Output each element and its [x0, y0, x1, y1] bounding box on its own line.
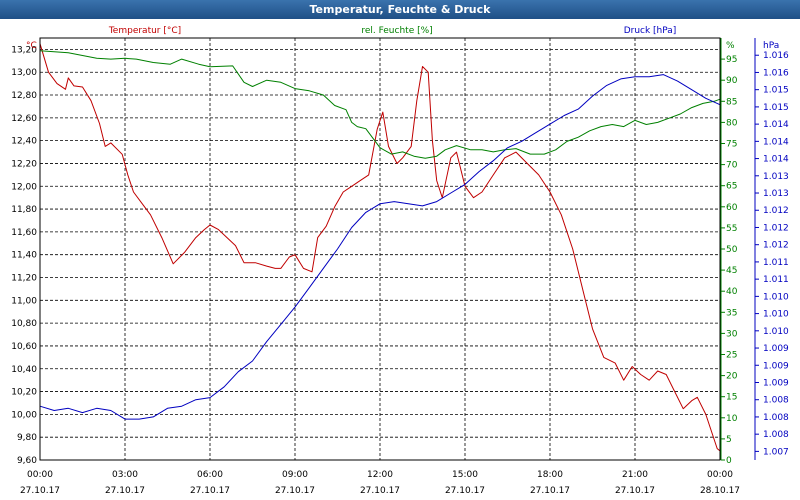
- x-tick-time: 00:00: [707, 470, 733, 480]
- pressure-tick-label: 1.012: [763, 206, 789, 216]
- pressure-tick-label: 1.014: [763, 137, 789, 147]
- pressure-tick-label: 1.008: [763, 430, 789, 440]
- humidity-tick-label: 80: [726, 118, 738, 128]
- pressure-tick-label: 1.012: [763, 241, 789, 251]
- pressure-tick-label: 1.007: [763, 447, 789, 457]
- pressure-axis-title: Druck [hPa]: [624, 26, 677, 36]
- pressure-tick-label: 1.008: [763, 396, 789, 406]
- humidity-tick-label: 25: [726, 351, 737, 361]
- x-tick-date: 27.10.17: [20, 486, 60, 496]
- pressure-tick-label: 1.010: [763, 310, 789, 320]
- series-layer: [39, 43, 721, 452]
- pressure-unit: hPa: [763, 41, 779, 51]
- temperature-tick-label: 10,40: [11, 365, 37, 375]
- temperature-tick-label: 12,00: [11, 182, 37, 192]
- grid-lines: [40, 38, 759, 461]
- temperature-tick-label: 11,80: [11, 205, 37, 215]
- humidity-tick-label: 50: [726, 245, 738, 255]
- x-tick-time: 15:00: [452, 470, 478, 480]
- humidity-tick-label: 60: [726, 203, 738, 213]
- temperature-tick-label: 11,60: [11, 228, 37, 238]
- pressure-tick-label: 1.015: [763, 103, 789, 113]
- humidity-tick-label: 35: [726, 308, 737, 318]
- x-tick-date: 27.10.17: [275, 486, 315, 496]
- pressure-tick-label: 1.010: [763, 292, 789, 302]
- temperature-axis-title: Temperatur [°C]: [108, 26, 181, 36]
- pressure-tick-label: 1.016: [763, 51, 789, 61]
- pressure-tick-label: 1.016: [763, 68, 789, 78]
- humidity-tick-label: 90: [726, 76, 738, 86]
- x-tick-date: 27.10.17: [530, 486, 570, 496]
- temperature-tick-label: 10,60: [11, 342, 37, 352]
- humidity-tick-label: 65: [726, 182, 737, 192]
- pressure-line: [39, 74, 721, 420]
- humidity-tick-label: 75: [726, 140, 737, 150]
- x-tick-date: 27.10.17: [190, 486, 230, 496]
- humidity-line: [39, 50, 721, 159]
- temperature-tick-label: 12,60: [11, 114, 37, 124]
- pressure-tick-label: 1.012: [763, 223, 789, 233]
- x-tick-time: 03:00: [112, 470, 138, 480]
- pressure-tick-label: 1.009: [763, 378, 789, 388]
- humidity-tick-label: 20: [726, 372, 738, 382]
- x-tick-date: 28.10.17: [700, 486, 740, 496]
- humidity-tick-label: 30: [726, 329, 738, 339]
- temperature-tick-label: 11,20: [11, 274, 37, 284]
- temperature-unit: °C: [26, 41, 37, 51]
- humidity-tick-label: 70: [726, 161, 738, 171]
- x-tick-time: 06:00: [197, 470, 223, 480]
- humidity-axis-title: rel. Feuchte [%]: [361, 26, 432, 36]
- temperature-tick-label: 12,40: [11, 137, 37, 147]
- humidity-tick-label: 40: [726, 287, 738, 297]
- humidity-unit: %: [726, 41, 735, 51]
- x-tick-time: 09:00: [282, 470, 308, 480]
- pressure-tick-label: 1.014: [763, 120, 789, 130]
- pressure-tick-label: 1.011: [763, 258, 789, 268]
- x-tick-time: 18:00: [537, 470, 563, 480]
- pressure-tick-label: 1.013: [763, 189, 789, 199]
- x-tick-date: 27.10.17: [105, 486, 145, 496]
- pressure-tick-label: 1.013: [763, 172, 789, 182]
- x-tick-time: 00:00: [27, 470, 53, 480]
- humidity-tick-label: 10: [726, 414, 738, 424]
- humidity-tick-label: 15: [726, 393, 737, 403]
- x-tick-date: 27.10.17: [615, 486, 655, 496]
- pressure-tick-label: 1.014: [763, 155, 789, 165]
- temperature-tick-label: 11,00: [11, 296, 37, 306]
- chart-title: Temperatur, Feuchte & Druck: [0, 0, 800, 19]
- temperature-tick-label: 13,00: [11, 68, 37, 78]
- temperature-tick-label: 13,20: [11, 45, 37, 55]
- humidity-tick-label: 0: [726, 456, 732, 466]
- x-tick-date: 27.10.17: [360, 486, 400, 496]
- temperature-line: [39, 43, 721, 452]
- pressure-tick-label: 1.009: [763, 361, 789, 371]
- temperature-tick-label: 10,00: [11, 410, 37, 420]
- pressure-tick-label: 1.015: [763, 86, 789, 96]
- pressure-tick-label: 1.008: [763, 413, 789, 423]
- plot-frame: [39, 37, 721, 461]
- temperature-tick-label: 10,20: [11, 388, 37, 398]
- humidity-tick-label: 85: [726, 97, 737, 107]
- humidity-tick-label: 95: [726, 55, 737, 65]
- temperature-tick-label: 9,60: [17, 456, 37, 466]
- temperature-tick-label: 12,80: [11, 91, 37, 101]
- temperature-tick-label: 9,80: [17, 433, 37, 443]
- pressure-tick-label: 1.010: [763, 327, 789, 337]
- humidity-tick-label: 5: [726, 435, 732, 445]
- pressure-tick-label: 1.011: [763, 275, 789, 285]
- pressure-tick-label: 1.009: [763, 344, 789, 354]
- axis-labels: 00:00 27.10.17 03:00 27.10.17 06:00 27.10.17 0…: [11, 26, 789, 496]
- temperature-tick-label: 11,40: [11, 251, 37, 261]
- humidity-tick-label: 55: [726, 224, 737, 234]
- temperature-tick-label: 12,20: [11, 159, 37, 169]
- x-tick-time: 21:00: [622, 470, 648, 480]
- humidity-tick-label: 45: [726, 266, 737, 276]
- temperature-tick-label: 10,80: [11, 319, 37, 329]
- x-tick-time: 12:00: [367, 470, 393, 480]
- x-tick-date: 27.10.17: [445, 486, 485, 496]
